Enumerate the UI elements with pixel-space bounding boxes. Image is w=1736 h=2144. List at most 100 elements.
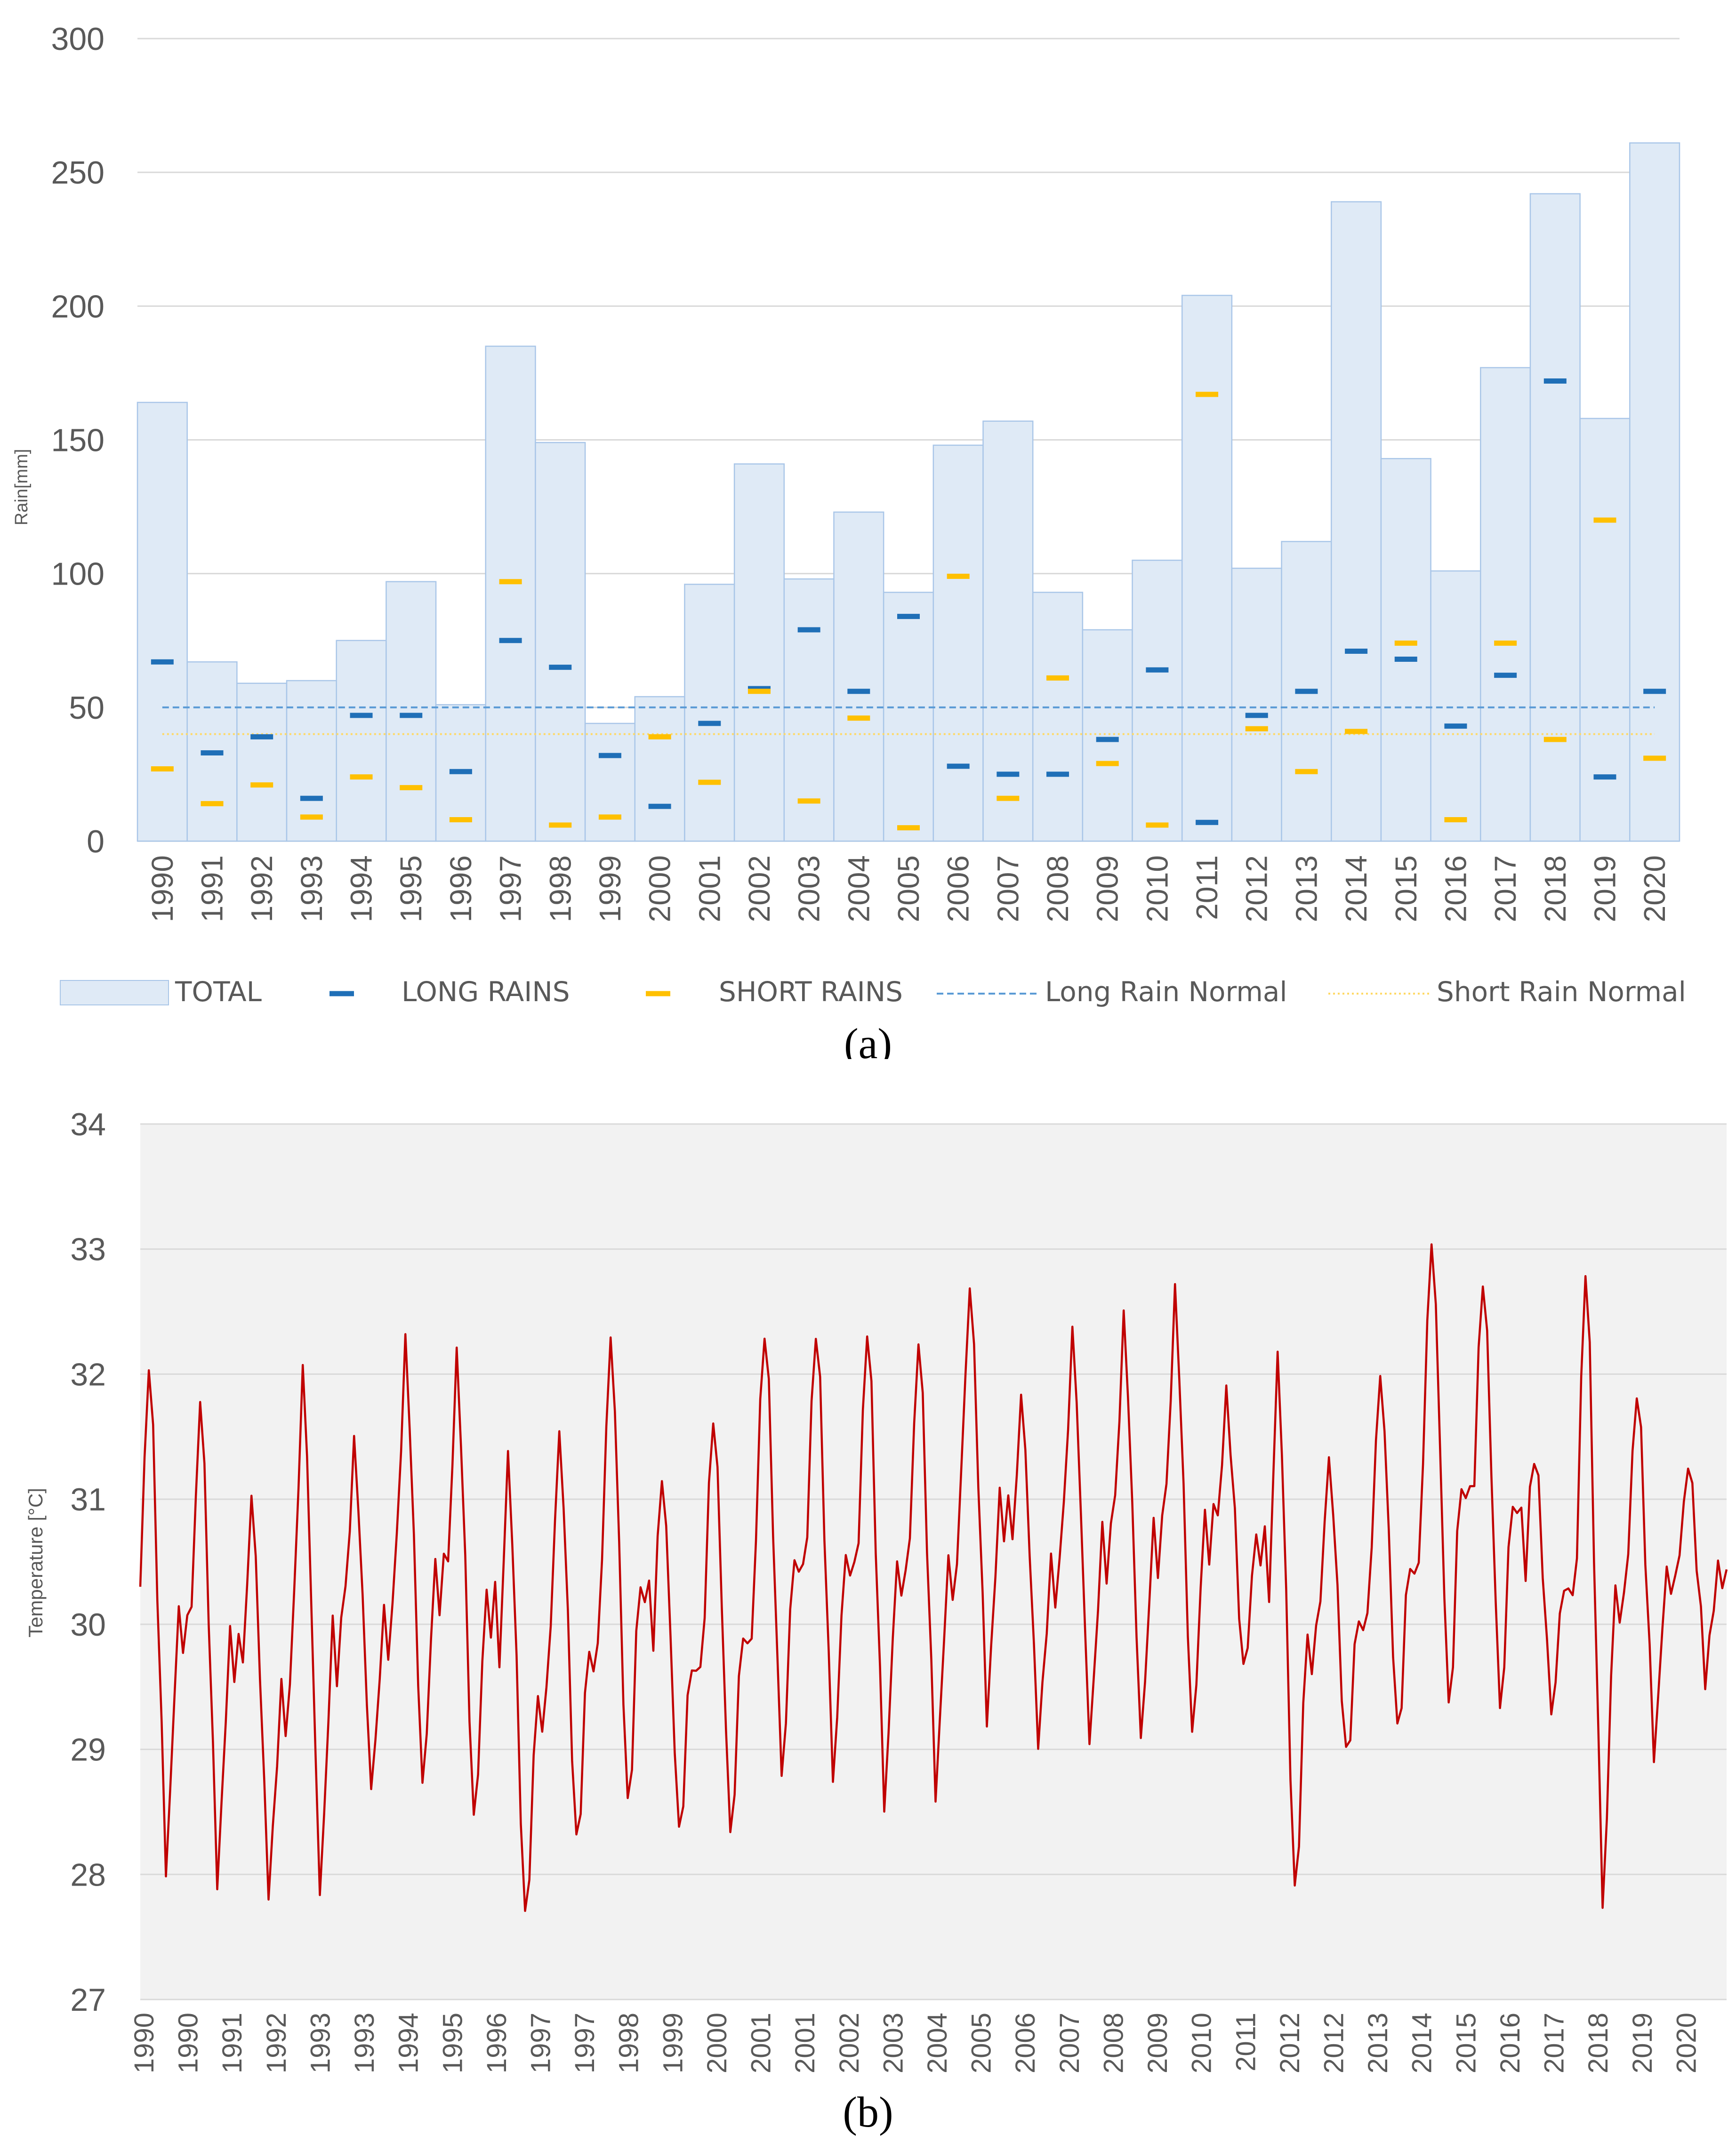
chart-b-x-tick: 2000: [702, 2013, 732, 2073]
chart-b-x-tick: 2001: [746, 2013, 777, 2073]
chart-a-x-tick: 2005: [892, 855, 925, 922]
chart-a-y-tick: 200: [51, 289, 104, 324]
chart-b-x-tick: 2007: [1054, 2013, 1085, 2073]
chart-b-x-tick: 2017: [1539, 2013, 1570, 2073]
total-bar-2017: [1480, 367, 1531, 842]
chart-a-x-tick: 2001: [692, 855, 726, 922]
chart-a-total-bars: [137, 142, 1680, 842]
chart-a-y-tick: 300: [51, 21, 104, 57]
chart-a-x-tick: 1996: [444, 855, 478, 922]
chart-a-x-tick: 2013: [1289, 855, 1323, 922]
chart-b-y-tick-labels: 27 28 29 30 31 32 33 34: [70, 1107, 106, 2018]
chart-a-x-tick: 1993: [295, 855, 329, 922]
chart-a-x-tick: 2000: [643, 855, 677, 922]
chart-b-x-tick-labels: 1990 1990 1991 1992 1993 1993 1994 1995 1996 1997…: [129, 2013, 1702, 2073]
total-bar-2004: [833, 511, 884, 842]
chart-a-y-tick: 50: [69, 690, 104, 726]
chart-b-x-tick: 2006: [1010, 2013, 1041, 2073]
chart-a-x-tick: 2015: [1389, 855, 1423, 922]
total-bar-2003: [783, 578, 835, 842]
chart-b-y-tick: 27: [70, 1982, 106, 2018]
chart-a-x-tick: 2017: [1488, 855, 1522, 922]
total-bar-1995: [386, 581, 437, 842]
chart-a-x-tick: 1995: [394, 855, 428, 922]
chart-a-x-tick: 2010: [1140, 855, 1174, 922]
chart-b-x-tick: 2013: [1363, 2013, 1393, 2073]
chart-a-x-tick-labels: 1990 1991 1992 1993 1994 1995 1996 1997 1998 1999…: [145, 855, 1672, 922]
chart-a-normal-lines: [162, 706, 1655, 735]
chart-a-x-tick: 2007: [991, 855, 1025, 922]
total-bar-1999: [584, 723, 636, 842]
chart-b-x-tick: 1997: [570, 2013, 600, 2073]
chart-b-x-tick: 1995: [437, 2013, 468, 2073]
total-bar-2000: [634, 696, 685, 842]
chart-a-x-tick: 2009: [1091, 855, 1125, 922]
legend-short-rains-label: SHORT RAINS: [719, 976, 903, 1008]
chart-b-y-tick: 34: [70, 1107, 106, 1142]
total-bar-2002: [733, 463, 785, 842]
total-bar-2001: [684, 584, 735, 842]
chart-a-x-tick: 2016: [1439, 855, 1472, 922]
chart-b-x-tick: 2003: [878, 2013, 908, 2073]
chart-a-x-tick: 1991: [195, 855, 229, 922]
chart-b-x-tick: 1990: [129, 2013, 160, 2073]
chart-b-x-tick: 1994: [394, 2013, 424, 2073]
chart-a-short-rains-markers: [151, 392, 1666, 831]
chart-b-y-tick: 32: [70, 1357, 106, 1392]
chart-b-x-tick: 2016: [1495, 2013, 1526, 2073]
legend-long-rains-label: LONG RAINS: [402, 976, 570, 1008]
chart-b-x-tick: 2005: [966, 2013, 997, 2073]
chart-b-y-tick: 33: [70, 1232, 106, 1268]
chart-b-x-tick: 1990: [173, 2013, 204, 2073]
chart-a-x-tick: 1992: [245, 855, 279, 922]
total-bar-2009: [1082, 629, 1133, 842]
chart-a-x-tick: 1990: [145, 855, 179, 922]
chart-b-x-tick: 2012: [1319, 2013, 1350, 2073]
chart-b-x-tick: 2014: [1407, 2013, 1438, 2073]
chart-a-caption: (a): [844, 1020, 892, 1059]
chart-a-x-tick: 2011: [1190, 855, 1224, 920]
chart-b-x-tick: 1993: [349, 2013, 380, 2073]
chart-a-long-rains-markers: [151, 378, 1666, 825]
chart-b-x-tick: 2004: [922, 2013, 953, 2073]
chart-b-plot-background: [140, 1124, 1727, 1999]
chart-b-y-axis-label: Temperature [°C]: [24, 1488, 47, 1638]
chart-a-y-axis-label: Rain[mm]: [12, 449, 32, 526]
total-bar-2010: [1132, 560, 1183, 842]
chart-a-x-tick: 1999: [593, 855, 627, 922]
chart-b-x-tick: 2002: [834, 2013, 865, 2073]
chart-b-x-tick: 2010: [1187, 2013, 1217, 2073]
total-bar-1994: [336, 640, 387, 842]
chart-a-x-tick: 2020: [1638, 855, 1672, 922]
chart-a-x-tick: 2002: [742, 855, 776, 922]
chart-b-x-tick: 1996: [482, 2013, 512, 2073]
chart-b-x-tick: 2018: [1583, 2013, 1614, 2073]
chart-a-x-tick: 2012: [1240, 855, 1274, 922]
total-bar-1997: [485, 345, 536, 842]
chart-a-x-tick: 2004: [842, 855, 876, 922]
total-bar-2016: [1430, 570, 1481, 842]
chart-b-x-tick: 2001: [790, 2013, 820, 2073]
chart-a-x-tick: 2003: [792, 855, 826, 922]
chart-b-y-tick: 30: [70, 1607, 106, 1643]
chart-b-x-tick: 1998: [614, 2013, 644, 2073]
chart-a-y-tick: 150: [51, 423, 104, 458]
total-bar-2007: [982, 420, 1034, 842]
chart-a-x-tick: 2014: [1339, 855, 1373, 922]
total-bar-2012: [1231, 568, 1282, 842]
chart-a-x-tick: 2006: [941, 855, 975, 922]
chart-b-temperature-line: [139, 1243, 1728, 1912]
chart-b-x-tick: 1997: [526, 2013, 556, 2073]
total-bar-2011: [1181, 295, 1233, 842]
chart-a-x-tick: 1998: [543, 855, 577, 922]
chart-a-x-tick: 2018: [1538, 855, 1572, 922]
total-bar-2005: [883, 592, 934, 842]
total-bar-2020: [1629, 142, 1680, 842]
legend-total-swatch: [60, 980, 169, 1005]
total-bar-2008: [1032, 592, 1084, 842]
chart-a-y-tick-labels: 0 50 100 150 200 250 300: [51, 21, 104, 859]
total-bar-1990: [137, 401, 188, 842]
chart-b-x-tick: 2009: [1142, 2013, 1173, 2073]
